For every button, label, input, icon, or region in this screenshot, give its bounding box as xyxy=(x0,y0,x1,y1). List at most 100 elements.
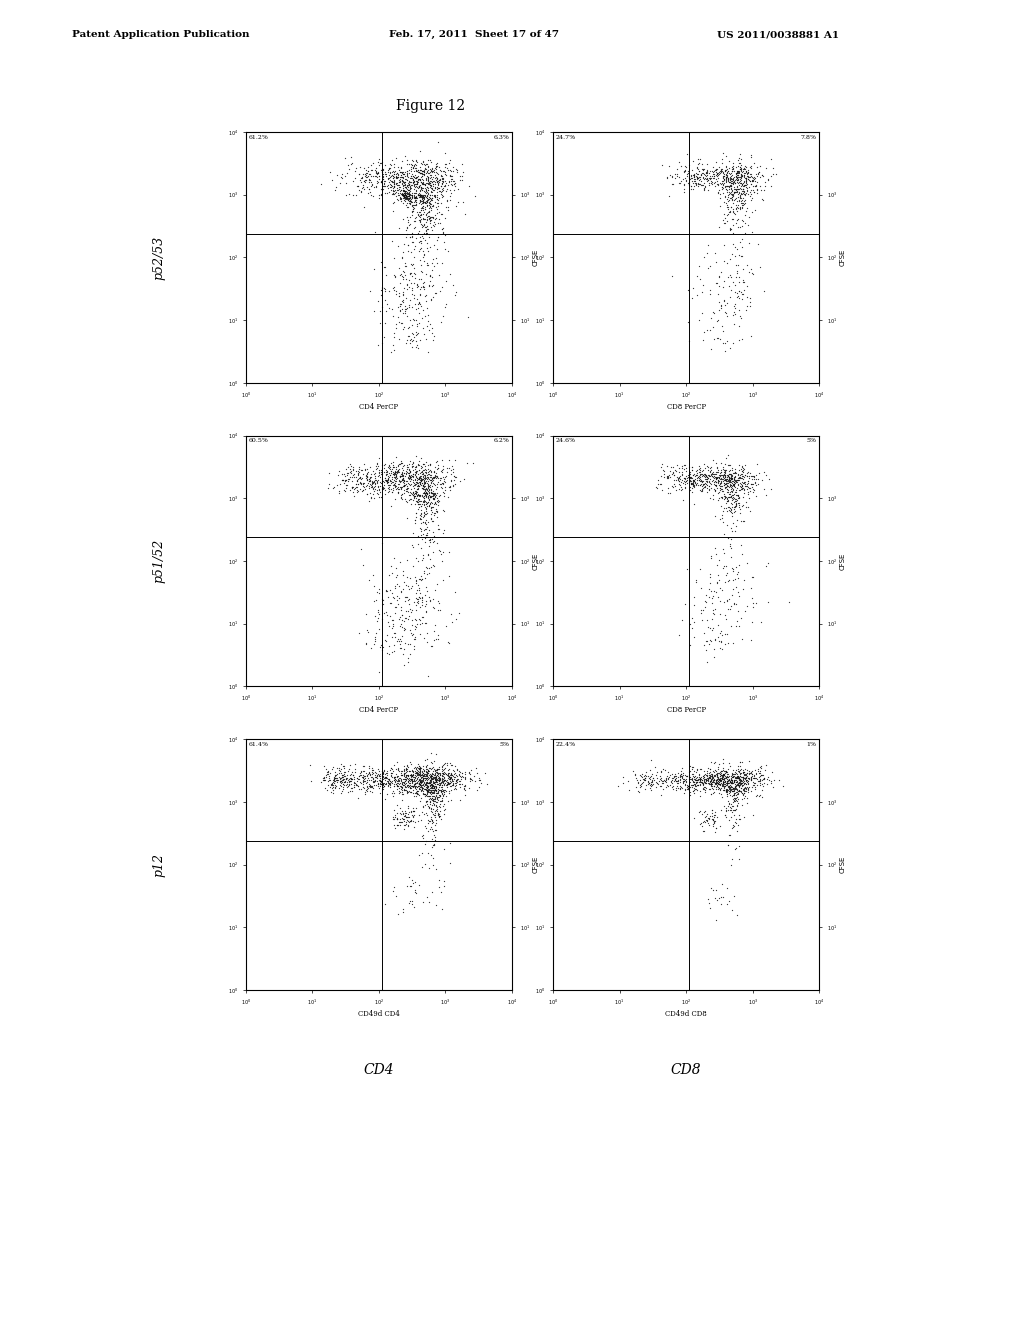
Point xyxy=(418,482,434,503)
Point xyxy=(731,153,748,174)
Point xyxy=(667,770,683,791)
Point xyxy=(419,777,435,799)
Point xyxy=(698,319,715,341)
Point xyxy=(385,785,401,807)
Point xyxy=(322,770,338,791)
Point xyxy=(696,466,713,487)
Point xyxy=(709,164,725,185)
Point xyxy=(705,800,721,821)
Point xyxy=(692,463,709,484)
Point xyxy=(421,488,437,510)
Point xyxy=(418,524,434,545)
Point xyxy=(394,626,411,647)
Point xyxy=(355,755,372,776)
Point xyxy=(372,482,388,503)
Point xyxy=(404,810,421,832)
Point xyxy=(383,174,399,195)
Point xyxy=(745,772,762,793)
Point xyxy=(426,462,442,483)
Point xyxy=(400,760,417,781)
Point xyxy=(423,766,439,787)
Point xyxy=(434,219,451,240)
Point xyxy=(395,186,412,207)
Point xyxy=(404,482,421,503)
Point xyxy=(404,599,421,620)
Point xyxy=(411,772,427,793)
Point xyxy=(417,774,433,795)
Point xyxy=(432,165,449,186)
Point xyxy=(676,768,692,789)
Point xyxy=(743,170,760,191)
Point xyxy=(394,170,411,191)
Point xyxy=(396,172,413,193)
Point xyxy=(429,491,445,512)
Point xyxy=(717,474,733,495)
Point xyxy=(721,487,737,508)
Point xyxy=(746,777,763,799)
Point xyxy=(387,462,403,483)
Point xyxy=(687,770,703,791)
Point xyxy=(375,169,391,190)
Point xyxy=(726,182,742,203)
Point xyxy=(436,224,453,246)
Point xyxy=(731,280,748,301)
Point xyxy=(397,461,414,482)
Point xyxy=(712,473,728,494)
Point xyxy=(408,173,424,194)
Point xyxy=(719,515,735,536)
Point xyxy=(742,577,759,598)
Point xyxy=(700,762,717,783)
Point xyxy=(431,467,447,488)
Point xyxy=(667,763,683,784)
Point xyxy=(702,760,719,781)
Point xyxy=(408,583,424,605)
Point xyxy=(724,243,740,264)
Point xyxy=(451,768,467,789)
Point xyxy=(702,474,719,495)
Point xyxy=(718,780,734,801)
Point xyxy=(725,474,741,495)
Point xyxy=(407,326,423,347)
Point xyxy=(717,160,733,181)
Point xyxy=(349,482,366,503)
Point xyxy=(393,605,410,626)
Point xyxy=(414,260,430,281)
Point xyxy=(727,462,743,483)
Point xyxy=(394,808,411,829)
Point xyxy=(396,454,413,475)
Point xyxy=(394,776,411,797)
Point xyxy=(695,168,712,189)
Point xyxy=(431,780,447,801)
Point xyxy=(395,771,412,792)
Point xyxy=(716,203,732,224)
Point xyxy=(686,771,702,792)
Point xyxy=(396,176,413,197)
Point xyxy=(427,486,443,507)
Point xyxy=(403,469,420,490)
Point xyxy=(377,176,393,197)
Point xyxy=(724,766,740,787)
Point xyxy=(711,777,727,799)
Point xyxy=(377,469,393,490)
Point xyxy=(710,759,726,780)
Point xyxy=(396,183,413,205)
Point xyxy=(407,194,423,215)
Point xyxy=(429,787,445,808)
Point xyxy=(707,176,723,197)
Point xyxy=(707,480,723,502)
Point xyxy=(712,478,728,499)
Point xyxy=(389,775,406,796)
Point xyxy=(394,290,411,312)
Point xyxy=(702,338,719,359)
Point xyxy=(720,479,736,500)
Point xyxy=(432,772,449,793)
Point xyxy=(709,764,725,785)
Point xyxy=(689,759,706,780)
Point xyxy=(426,750,442,771)
Point xyxy=(709,768,725,789)
Point xyxy=(681,762,697,783)
Point xyxy=(726,474,742,495)
Point xyxy=(749,183,765,205)
Point xyxy=(433,176,450,197)
Point xyxy=(712,549,728,570)
